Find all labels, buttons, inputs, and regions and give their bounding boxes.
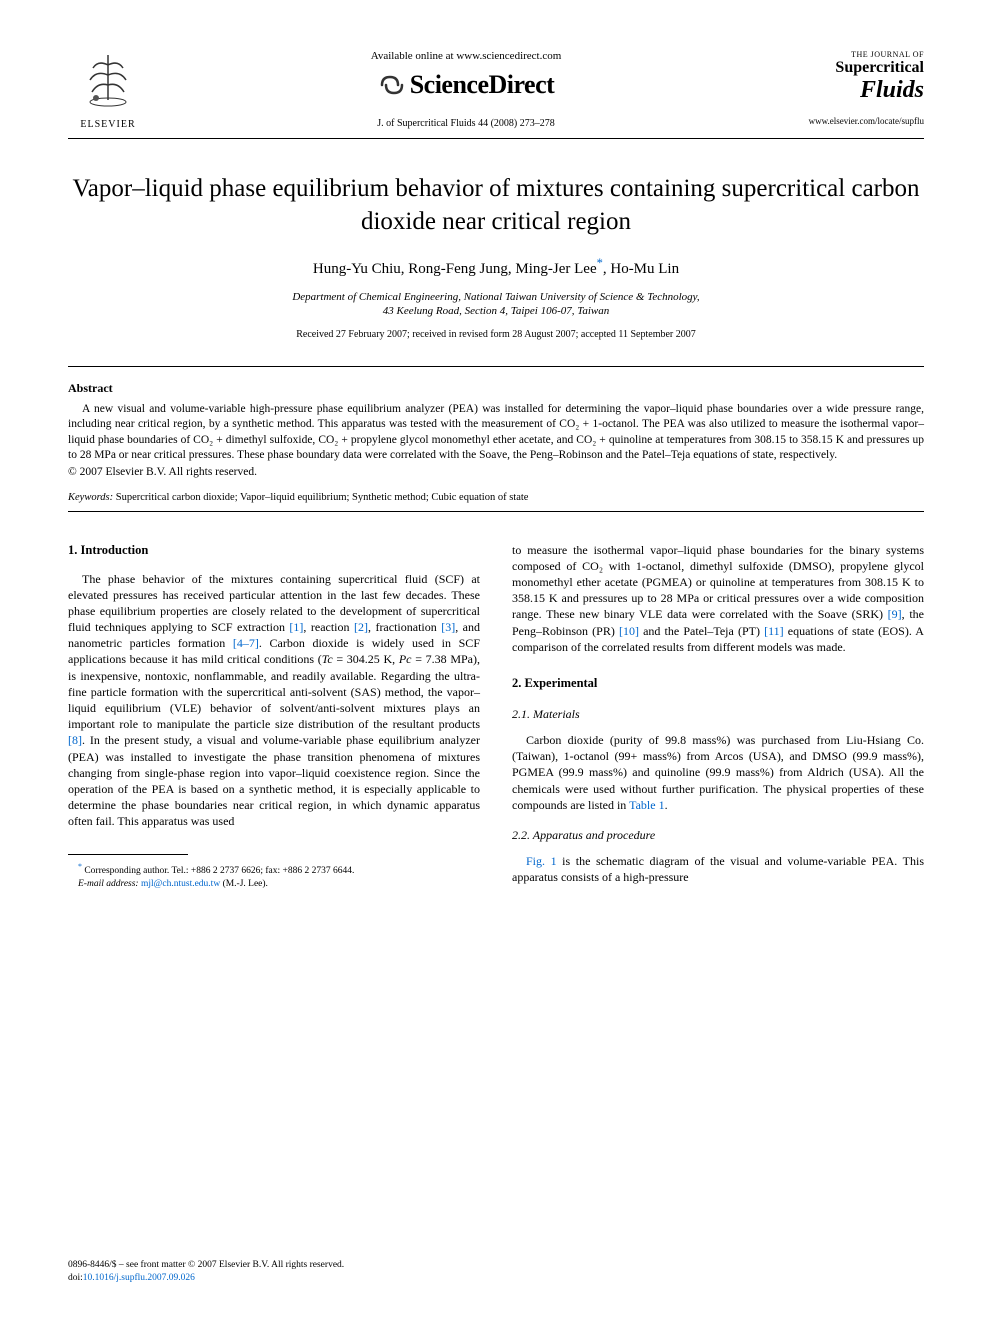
authors-last: , Ho-Mu Lin: [603, 261, 679, 277]
abstract-heading: Abstract: [68, 381, 924, 396]
journal-logo-top: THE JOURNAL OF: [784, 50, 924, 59]
ref-8[interactable]: [8]: [68, 733, 82, 747]
authors-main: Hung-Yu Chiu, Rong-Feng Jung, Ming-Jer L…: [313, 261, 597, 277]
corresponding-footnote: * Corresponding author. Tel.: +886 2 273…: [68, 861, 480, 878]
page-footer: 0896-8446/$ – see front matter © 2007 El…: [68, 1259, 344, 1285]
footnote-rule: [68, 854, 188, 855]
fig-1-link[interactable]: Fig. 1: [526, 854, 557, 868]
footnote-star: *: [78, 862, 82, 871]
elsevier-tree-icon: [78, 50, 138, 110]
abstract-rule-bottom: [68, 511, 924, 512]
ref-11[interactable]: [11]: [764, 624, 784, 638]
keywords-line: Keywords: Supercritical carbon dioxide; …: [68, 492, 924, 503]
article-title: Vapor–liquid phase equilibrium behavior …: [68, 173, 924, 238]
sciencedirect-icon: [378, 71, 406, 99]
right-column: to measure the isothermal vapor–liquid p…: [512, 542, 924, 892]
center-header: Available online at www.sciencedirect.co…: [148, 50, 784, 129]
authors-line: Hung-Yu Chiu, Rong-Feng Jung, Ming-Jer L…: [68, 256, 924, 278]
doi-link[interactable]: 10.1016/j.supflu.2007.09.026: [83, 1273, 195, 1283]
footer-doi-line: doi:10.1016/j.supflu.2007.09.026: [68, 1272, 344, 1285]
footer-copyright: 0896-8446/$ – see front matter © 2007 El…: [68, 1259, 344, 1272]
intro-continued: to measure the isothermal vapor–liquid p…: [512, 542, 924, 655]
journal-reference: J. of Supercritical Fluids 44 (2008) 273…: [148, 118, 784, 129]
apparatus-heading: 2.2. Apparatus and procedure: [512, 827, 924, 843]
affiliation-line1: Department of Chemical Engineering, Nati…: [68, 290, 924, 304]
ref-10[interactable]: [10]: [619, 624, 639, 638]
header-row: ELSEVIER Available online at www.science…: [68, 50, 924, 130]
footnote-corr-text: Corresponding author. Tel.: +886 2 2737 …: [84, 866, 354, 876]
email-footnote: E-mail address: mjl@ch.ntust.edu.tw (M.-…: [68, 878, 480, 891]
abstract-rule-top: [68, 366, 924, 367]
ref-1[interactable]: [1]: [289, 620, 303, 634]
journal-logo-main: Supercritical: [784, 59, 924, 77]
article-dates: Received 27 February 2007; received in r…: [68, 329, 924, 340]
ref-3[interactable]: [3]: [441, 620, 455, 634]
header-rule: [68, 138, 924, 139]
abstract-text: A new visual and volume-variable high-pr…: [68, 402, 924, 464]
email-author-name: (M.-J. Lee).: [220, 879, 268, 889]
ref-4-7[interactable]: [4–7]: [233, 636, 259, 650]
ref-2[interactable]: [2]: [354, 620, 368, 634]
apparatus-paragraph: Fig. 1 is the schematic diagram of the v…: [512, 853, 924, 885]
abstract-copyright: © 2007 Elsevier B.V. All rights reserved…: [68, 466, 924, 478]
materials-heading: 2.1. Materials: [512, 706, 924, 722]
email-label: E-mail address:: [78, 879, 139, 889]
experimental-heading: 2. Experimental: [512, 675, 924, 692]
body-columns: 1. Introduction The phase behavior of th…: [68, 542, 924, 892]
table-1-link[interactable]: Table 1: [629, 798, 664, 812]
affiliation-line2: 43 Keelung Road, Section 4, Taipei 106-0…: [68, 304, 924, 318]
left-column: 1. Introduction The phase behavior of th…: [68, 542, 480, 892]
keywords-text: Supercritical carbon dioxide; Vapor–liqu…: [116, 492, 529, 503]
intro-paragraph: The phase behavior of the mixtures conta…: [68, 571, 480, 830]
materials-paragraph: Carbon dioxide (purity of 99.8 mass%) wa…: [512, 732, 924, 813]
affiliation: Department of Chemical Engineering, Nati…: [68, 290, 924, 319]
elsevier-logo: ELSEVIER: [68, 50, 148, 130]
journal-logo: THE JOURNAL OF Supercritical Fluids www.…: [784, 50, 924, 126]
journal-url: www.elsevier.com/locate/supflu: [784, 116, 924, 126]
intro-heading: 1. Introduction: [68, 542, 480, 559]
keywords-label: Keywords:: [68, 492, 113, 503]
ref-9[interactable]: [9]: [888, 607, 902, 621]
journal-logo-fluids: Fluids: [784, 77, 924, 104]
email-link[interactable]: mjl@ch.ntust.edu.tw: [141, 879, 220, 889]
sciencedirect-brand: ScienceDirect: [378, 70, 555, 100]
elsevier-label: ELSEVIER: [68, 119, 148, 130]
sciencedirect-label: ScienceDirect: [410, 70, 555, 100]
available-online-line: Available online at www.sciencedirect.co…: [148, 50, 784, 62]
